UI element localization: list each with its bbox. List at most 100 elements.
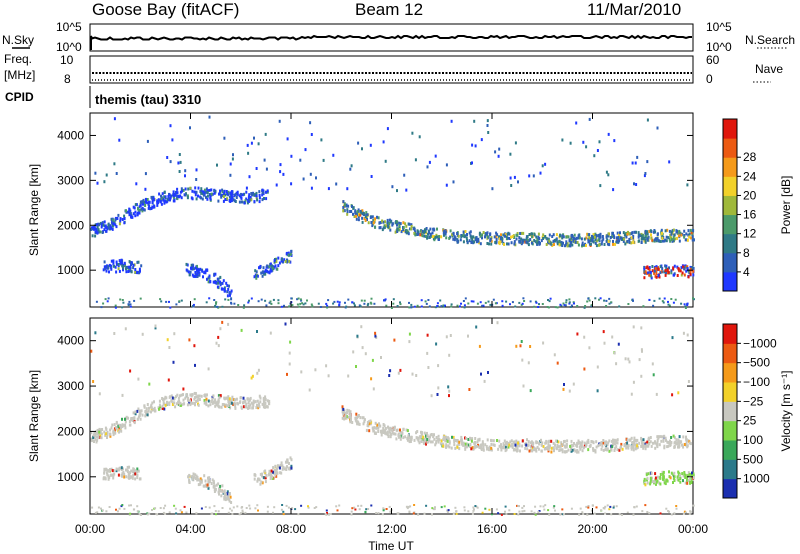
range-cell [369, 143, 372, 147]
range-cell [260, 480, 263, 484]
range-cell [214, 510, 217, 512]
range-cell [229, 292, 231, 295]
range-cell [160, 406, 163, 410]
range-cell [683, 510, 686, 513]
range-cell [216, 163, 218, 167]
range-cell [199, 267, 202, 271]
range-cell [468, 239, 471, 243]
range-cell [543, 508, 546, 511]
range-cell [120, 426, 122, 430]
range-cell [285, 504, 288, 507]
range-cell [97, 228, 100, 232]
range-cell [603, 243, 606, 246]
range-cell [643, 481, 646, 485]
range-cell [522, 231, 525, 235]
range-cell [587, 240, 590, 244]
range-cell [476, 506, 479, 509]
range-cell [439, 299, 442, 302]
range-cell [288, 259, 291, 263]
range-cell [133, 299, 136, 302]
range-cell [475, 236, 478, 240]
range-cell [543, 447, 546, 451]
range-cell [687, 474, 690, 478]
range-cell [489, 237, 492, 241]
range-cell [259, 400, 262, 404]
range-cell [109, 428, 112, 432]
range-cell [383, 424, 386, 428]
range-cell [563, 440, 565, 443]
range-cell [214, 398, 217, 402]
range-cell [504, 505, 507, 508]
range-cell [207, 367, 210, 371]
range-cell [326, 304, 329, 307]
range-cell [633, 182, 635, 186]
range-cell [268, 301, 271, 304]
range-cell [463, 509, 466, 512]
range-cell [598, 243, 601, 247]
range-cell [363, 420, 366, 424]
range-cell [547, 445, 550, 449]
range-cell [285, 468, 288, 471]
colorbar-tick-label: 20 [743, 188, 757, 202]
range-cell [603, 341, 606, 345]
range-cell [113, 222, 116, 226]
range-cell [169, 124, 172, 128]
range-cell [583, 441, 586, 445]
range-cell [447, 444, 450, 448]
range-cell [564, 304, 567, 307]
range-cell [132, 411, 135, 415]
range-cell [247, 301, 250, 304]
range-cell [174, 405, 177, 409]
range-cell [531, 446, 534, 450]
x-tick-label: 16:00 [477, 522, 507, 536]
range-cell [205, 399, 208, 403]
range-cell [309, 172, 312, 176]
range-cell [681, 271, 684, 275]
range-cell [464, 297, 467, 300]
range-cell [487, 371, 489, 374]
range-cell [616, 448, 619, 452]
y-tick-label: 3000 [57, 173, 84, 187]
range-cell [325, 364, 328, 368]
range-cell [612, 242, 614, 246]
range-cell [363, 299, 366, 302]
range-cell [541, 303, 544, 305]
range-cell [327, 187, 330, 191]
range-cell [465, 236, 468, 240]
range-cell [98, 427, 101, 431]
range-cell [374, 225, 377, 229]
range-cell [370, 504, 373, 507]
range-cell [203, 474, 206, 478]
range-cell [686, 265, 689, 269]
range-cell [259, 396, 262, 400]
range-cell [390, 307, 393, 309]
range-cell [226, 197, 229, 201]
range-cell [544, 235, 547, 238]
range-cell [132, 418, 135, 422]
range-cell [423, 441, 426, 445]
range-cell [655, 265, 658, 269]
range-cell [264, 469, 267, 473]
range-cell [447, 509, 450, 512]
range-cell [588, 117, 591, 121]
range-cell [396, 305, 399, 307]
range-cell [643, 270, 646, 274]
range-cell [425, 436, 428, 440]
range-cell [491, 187, 494, 191]
range-cell [217, 405, 220, 408]
range-cell [684, 238, 687, 242]
range-cell [92, 436, 95, 439]
range-cell [119, 261, 122, 265]
range-cell [262, 400, 265, 404]
range-cell [687, 471, 690, 475]
range-cell [226, 404, 229, 408]
range-cell [368, 429, 371, 433]
range-cell [568, 298, 571, 301]
range-cell [94, 331, 97, 335]
range-cell [396, 223, 398, 227]
range-cell [290, 182, 293, 186]
range-cell [360, 325, 363, 329]
range-cell [190, 267, 193, 271]
range-cell [114, 431, 117, 435]
range-cell [578, 445, 581, 449]
